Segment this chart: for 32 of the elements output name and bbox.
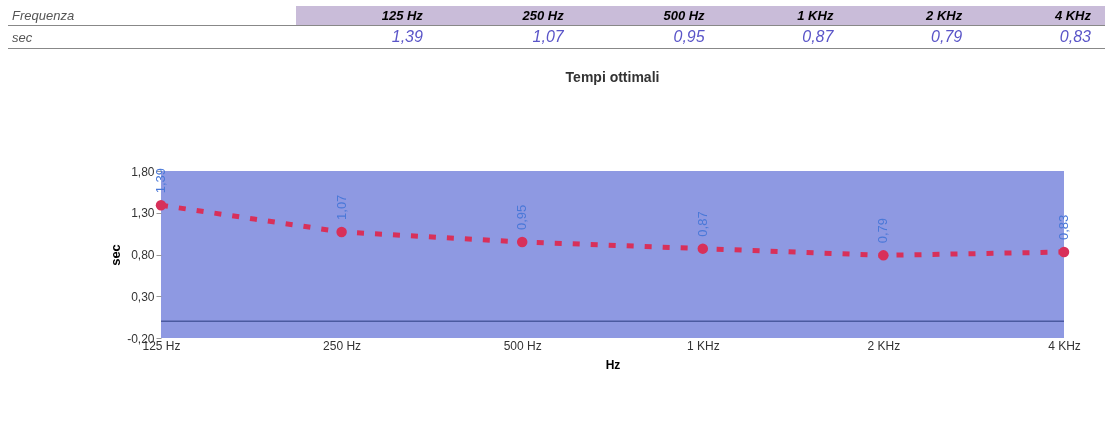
text: Frequenza: [8, 6, 296, 26]
text: sec: [8, 25, 296, 49]
category-label: 2 KHz: [926, 8, 963, 23]
x-tick-label: 500 Hz: [503, 338, 542, 353]
y-tick-label: 0,30: [131, 289, 155, 304]
x-axis-title: Hz: [605, 357, 621, 372]
x-tick-label: 1 KHz: [686, 338, 720, 353]
text: 0,83: [1059, 28, 1091, 45]
y-axis-title: sec: [108, 244, 124, 266]
data-label: 0,83: [1056, 214, 1071, 240]
text: 0,87: [802, 28, 834, 45]
data-label: 0,95: [514, 204, 530, 230]
x-tick-label: 250 Hz: [323, 338, 362, 353]
y-tick-label: 1,30: [131, 206, 155, 221]
text: 1,07: [532, 28, 564, 45]
x-tick-label: 4 KHz: [1048, 338, 1081, 353]
text: 0,79: [931, 28, 963, 45]
category-label: 125 Hz: [381, 8, 423, 23]
text: 0,95: [673, 28, 705, 45]
category-label: 500 Hz: [663, 8, 705, 23]
data-label: 0,87: [694, 211, 710, 237]
data-label: 1,39: [153, 167, 168, 194]
y-tick-label: 1,80: [131, 164, 155, 179]
text: 1,39: [391, 28, 423, 45]
data-label: 1,07: [333, 194, 349, 220]
x-tick-label: 2 KHz: [867, 338, 901, 353]
category-label: 1 KHz: [797, 8, 834, 23]
category-label: 250 Hz: [522, 8, 564, 23]
category-label: 4 KHz: [1054, 8, 1091, 23]
y-tick-label: 0,80: [131, 248, 155, 262]
chart-title: Tempi ottimali: [565, 69, 660, 85]
data-label: 0,79: [875, 218, 891, 244]
